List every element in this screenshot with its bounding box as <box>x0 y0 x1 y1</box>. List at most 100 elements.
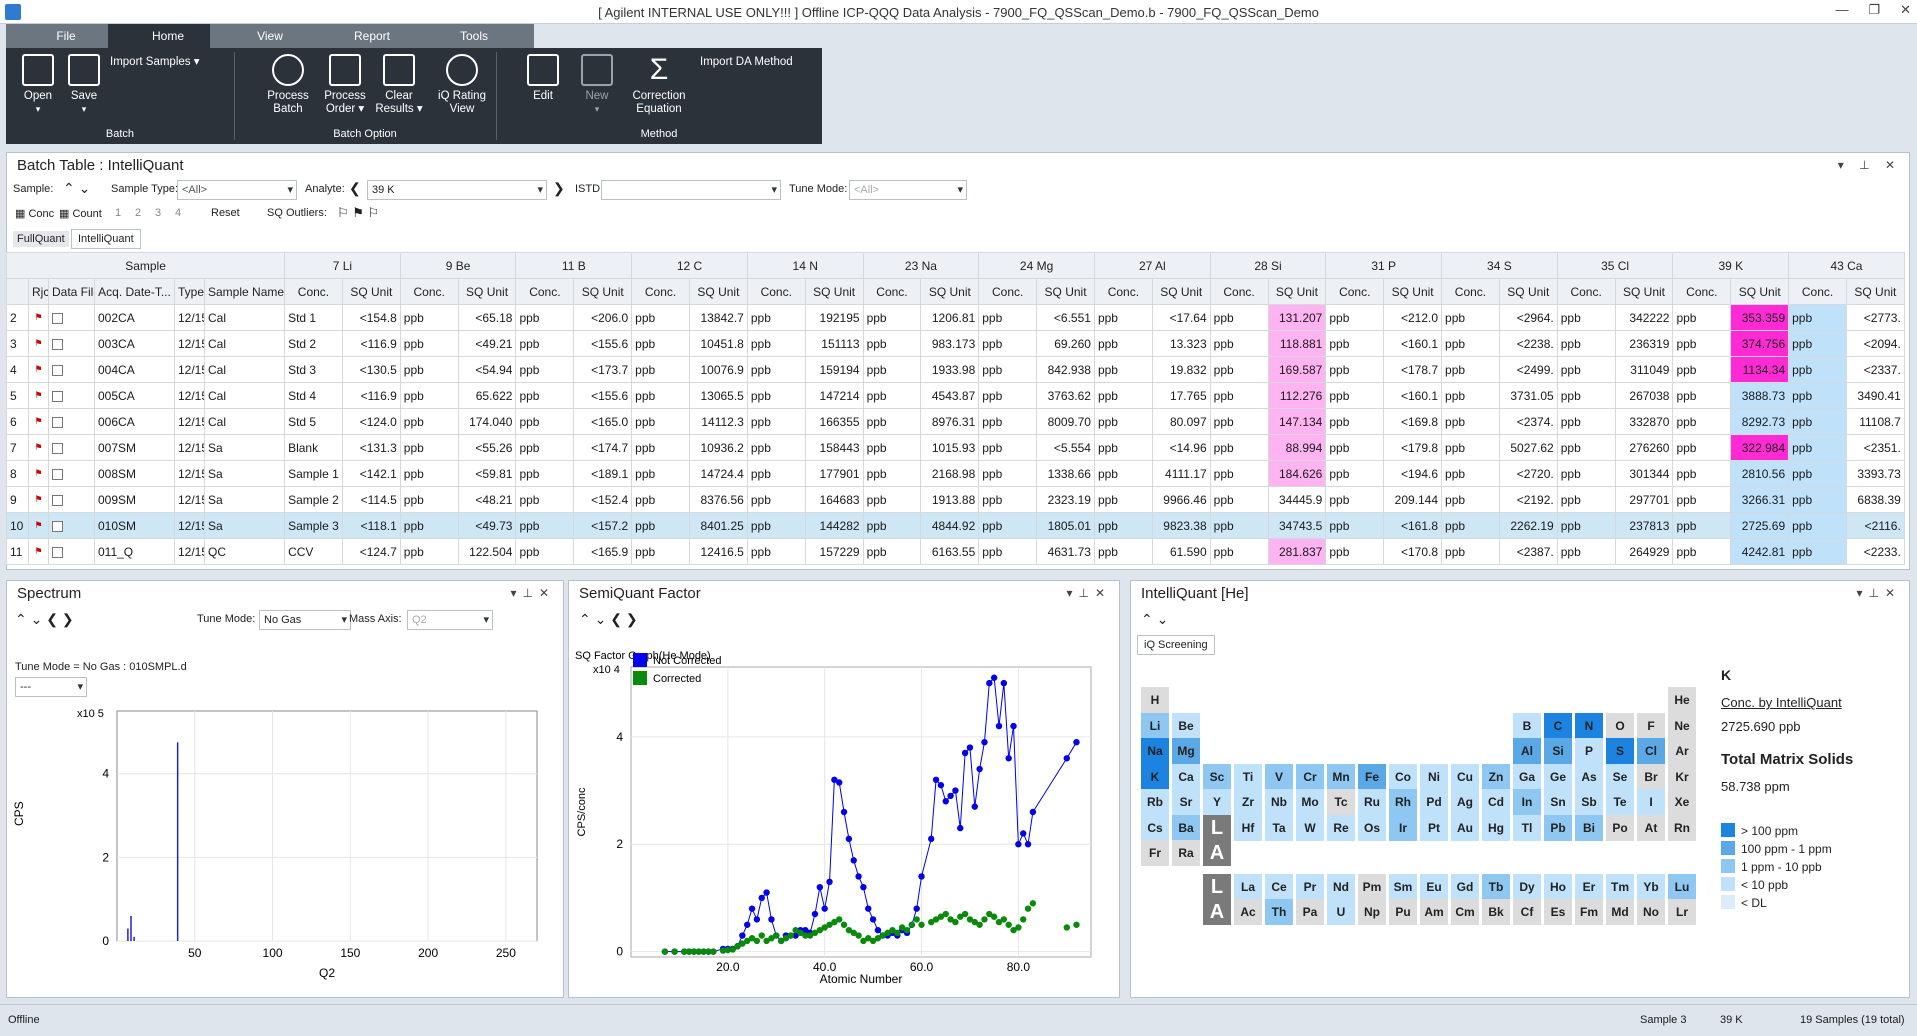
tab-view[interactable]: View <box>210 24 330 48</box>
import-samples-button[interactable]: Import Samples ▾ <box>110 56 222 69</box>
element-cell-md[interactable]: Md <box>1606 899 1634 925</box>
element-cell-cm[interactable]: Cm <box>1451 899 1479 925</box>
element-cell-pd[interactable]: Pd <box>1420 789 1448 815</box>
element-cell-ce[interactable]: Ce <box>1265 873 1293 900</box>
element-cell-fr[interactable]: Fr <box>1141 840 1169 866</box>
element-cell-k[interactable]: K <box>1141 763 1169 790</box>
panel-controls[interactable]: ▾⊥✕ <box>510 586 555 600</box>
element-cell-ne[interactable]: Ne <box>1668 712 1696 739</box>
reject-checkbox[interactable] <box>48 538 95 565</box>
view-3-button[interactable]: 3 <box>155 207 162 219</box>
element-cell-rh[interactable]: Rh <box>1389 789 1417 815</box>
semiquant-nav-icons[interactable]: ⌃ ⌄ ❮ ❯ <box>579 611 638 627</box>
element-cell-hg[interactable]: Hg <box>1482 814 1510 841</box>
element-cell-xe[interactable]: Xe <box>1668 789 1696 815</box>
element-cell-hf[interactable]: Hf <box>1234 814 1262 841</box>
element-cell-os[interactable]: Os <box>1358 814 1386 841</box>
element-cell-er[interactable]: Er <box>1575 873 1603 900</box>
reject-checkbox[interactable] <box>48 408 95 435</box>
tab-iq-screening[interactable]: iQ Screening <box>1137 635 1215 655</box>
element-cell-tl[interactable]: Tl <box>1513 814 1541 841</box>
spectrum-tune-select[interactable]: No Gas <box>259 610 351 630</box>
column-header[interactable]: Conc. <box>1672 278 1732 305</box>
checkbox[interactable] <box>52 390 63 402</box>
element-cell-ni[interactable]: Ni <box>1420 763 1448 790</box>
element-cell-sm[interactable]: Sm <box>1389 873 1417 900</box>
checkbox[interactable] <box>52 416 63 428</box>
element-cell-ho[interactable]: Ho <box>1544 873 1572 900</box>
element-cell-ba[interactable]: Ba <box>1172 814 1200 841</box>
column-header[interactable]: SQ Unit <box>1267 278 1327 305</box>
element-cell-w[interactable]: W <box>1296 814 1324 841</box>
column-header[interactable]: SQ Unit <box>1036 278 1095 305</box>
column-header[interactable]: Type <box>174 278 205 305</box>
element-cell-th[interactable]: Th <box>1265 899 1293 925</box>
element-cell-rb[interactable]: Rb <box>1141 789 1169 815</box>
element-cell-ru[interactable]: Ru <box>1358 789 1386 815</box>
element-cell-pt[interactable]: Pt <box>1420 814 1448 841</box>
element-cell-c[interactable]: C <box>1544 712 1572 739</box>
element-cell-v[interactable]: V <box>1265 763 1293 790</box>
reject-checkbox[interactable] <box>48 356 95 383</box>
element-cell-as[interactable]: As <box>1575 763 1603 790</box>
element-cell-a[interactable]: A <box>1203 840 1231 866</box>
close-icon[interactable]: ✕ <box>1900 2 1911 17</box>
element-cell-la[interactable]: La <box>1234 873 1262 900</box>
spectrum-selector[interactable]: --- <box>15 677 87 697</box>
process-order-button[interactable]: Process Order ▾ <box>318 54 372 116</box>
element-cell-no[interactable]: No <box>1637 899 1665 925</box>
element-cell-ar[interactable]: Ar <box>1668 738 1696 764</box>
panel-controls[interactable]: ▾⊥✕ <box>1856 586 1901 600</box>
column-header[interactable]: Conc. <box>515 278 575 305</box>
column-header[interactable]: Acq. Date-T... <box>94 278 175 305</box>
element-cell-be[interactable]: Be <box>1172 712 1200 739</box>
element-cell-pu[interactable]: Pu <box>1389 899 1417 925</box>
column-header[interactable]: SQ Unit <box>573 278 633 305</box>
element-cell-bk[interactable]: Bk <box>1482 899 1510 925</box>
column-header[interactable]: Conc. <box>399 278 459 305</box>
element-cell-zn[interactable]: Zn <box>1482 763 1510 790</box>
process-batch-button[interactable]: Process Batch <box>258 54 318 116</box>
element-cell-s[interactable]: S <box>1606 738 1634 764</box>
element-cell-tm[interactable]: Tm <box>1606 873 1634 900</box>
reject-checkbox[interactable] <box>48 460 95 487</box>
element-cell-ra[interactable]: Ra <box>1172 840 1200 866</box>
element-cell-u[interactable]: U <box>1327 899 1355 925</box>
view-1-button[interactable]: 1 <box>115 207 122 219</box>
view-4-button[interactable]: 4 <box>175 207 182 219</box>
checkbox[interactable] <box>52 364 63 376</box>
element-cell-zr[interactable]: Zr <box>1234 789 1262 815</box>
sample-nav-arrows[interactable]: ⌃ ⌄ <box>63 180 91 196</box>
element-cell-gd[interactable]: Gd <box>1451 873 1479 900</box>
column-header[interactable]: SQ Unit <box>1614 278 1674 305</box>
open-button[interactable]: Open ▾ <box>18 54 58 116</box>
column-header[interactable]: Conc. <box>746 278 806 305</box>
element-cell-pr[interactable]: Pr <box>1296 873 1324 900</box>
element-cell-nb[interactable]: Nb <box>1265 789 1293 815</box>
tune-mode-select[interactable]: <All> <box>849 180 967 200</box>
reject-checkbox[interactable] <box>48 304 95 331</box>
element-cell-tb[interactable]: Tb <box>1482 873 1510 900</box>
column-header[interactable]: SQ Unit <box>1383 278 1443 305</box>
element-cell-pb[interactable]: Pb <box>1544 814 1572 841</box>
element-cell-at[interactable]: At <box>1637 814 1665 841</box>
element-cell-sc[interactable]: Sc <box>1203 763 1231 790</box>
element-cell-pa[interactable]: Pa <box>1296 899 1324 925</box>
column-header[interactable]: Conc. <box>862 278 922 305</box>
checkbox[interactable] <box>52 546 63 558</box>
restore-icon[interactable]: ❐ <box>1868 2 1881 17</box>
element-cell-n[interactable]: N <box>1575 712 1603 739</box>
column-header[interactable]: Conc. <box>1556 278 1616 305</box>
reject-checkbox[interactable] <box>48 382 95 409</box>
element-cell-h[interactable]: H <box>1141 687 1169 713</box>
panel-controls[interactable]: ▾⊥✕ <box>1066 586 1111 600</box>
reject-checkbox[interactable] <box>48 434 95 461</box>
reject-checkbox[interactable] <box>48 512 95 539</box>
tab-report[interactable]: Report <box>312 24 432 48</box>
column-header[interactable] <box>6 278 29 305</box>
element-cell-l[interactable]: L <box>1203 814 1231 841</box>
